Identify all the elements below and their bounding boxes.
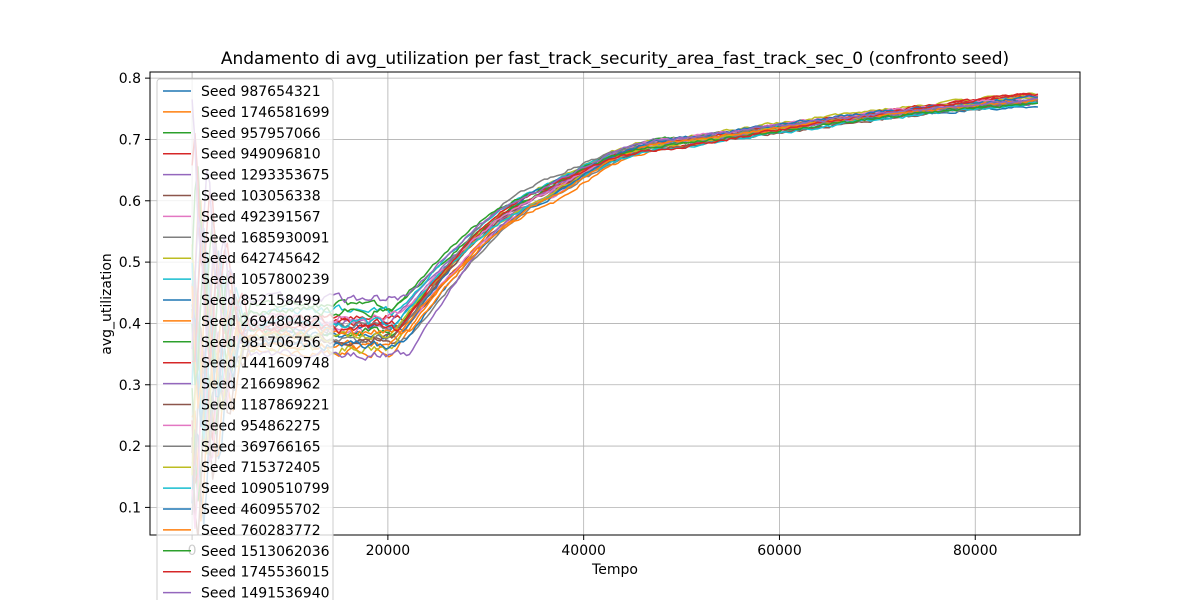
- y-tick-label: 0.1: [119, 500, 141, 516]
- legend-entry: Seed 269480482: [201, 314, 321, 330]
- y-tick-label: 0.6: [119, 194, 141, 210]
- series-group: [191, 92, 1039, 535]
- x-tick-label: 60000: [757, 543, 802, 559]
- legend-entry: Seed 1745536015: [201, 565, 330, 581]
- y-tick-label: 0.2: [119, 439, 141, 455]
- legend-entry: Seed 1187869221: [201, 398, 330, 414]
- legend-entry: Seed 1293353675: [201, 168, 330, 184]
- legend-entry: Seed 949096810: [201, 147, 321, 163]
- legend-entry: Seed 642745642: [201, 251, 321, 267]
- legend-entry: Seed 760283772: [201, 523, 321, 539]
- chart-title: Andamento di avg_utilization per fast_tr…: [221, 49, 1009, 69]
- legend-entry: Seed 492391567: [201, 209, 321, 225]
- y-tick-label: 0.8: [119, 71, 141, 87]
- legend-entry: Seed 1491536940: [201, 586, 330, 600]
- legend-entry: Seed 1513062036: [201, 544, 330, 560]
- x-tick-label: 40000: [561, 543, 606, 559]
- legend-entry: Seed 103056338: [201, 189, 321, 205]
- y-tick-label: 0.7: [119, 132, 141, 148]
- legend-entry: Seed 954862275: [201, 418, 321, 434]
- legend-entry: Seed 369766165: [201, 439, 321, 455]
- legend-entry: Seed 981706756: [201, 335, 321, 351]
- x-tick-label: 20000: [366, 543, 411, 559]
- y-tick-label: 0.3: [119, 378, 141, 394]
- legend: Seed 987654321 Seed 1746581699 Seed 957957…: [156, 78, 334, 600]
- legend-entry: Seed 987654321: [201, 84, 321, 100]
- legend-box: [156, 78, 334, 600]
- legend-entry: Seed 1685930091: [201, 230, 330, 246]
- x-axis: 020000400006000080000: [188, 535, 998, 559]
- y-tick-label: 0.5: [119, 255, 141, 271]
- legend-entry: Seed 715372405: [201, 460, 321, 476]
- legend-entry: Seed 1090510799: [201, 481, 330, 497]
- x-tick-label: 80000: [953, 543, 998, 559]
- legend-entry: Seed 1746581699: [201, 105, 330, 121]
- plot-frame: [149, 71, 1081, 536]
- legend-entry: Seed 852158499: [201, 293, 321, 309]
- legend-entry: Seed 1057800239: [201, 272, 330, 288]
- legend-entry: Seed 957957066: [201, 126, 321, 142]
- legend-entry: Seed 1441609748: [201, 356, 330, 372]
- legend-entry: Seed 216698962: [201, 377, 321, 393]
- x-axis-label: Tempo: [591, 562, 638, 578]
- y-axis: 0.1 0.2 0.3 0.4 0.5 0.6 0.7 0.8: [119, 71, 150, 516]
- legend-entry: Seed 460955702: [201, 502, 321, 518]
- y-tick-label: 0.4: [119, 316, 141, 332]
- y-axis-label: avg_utilization: [99, 253, 115, 355]
